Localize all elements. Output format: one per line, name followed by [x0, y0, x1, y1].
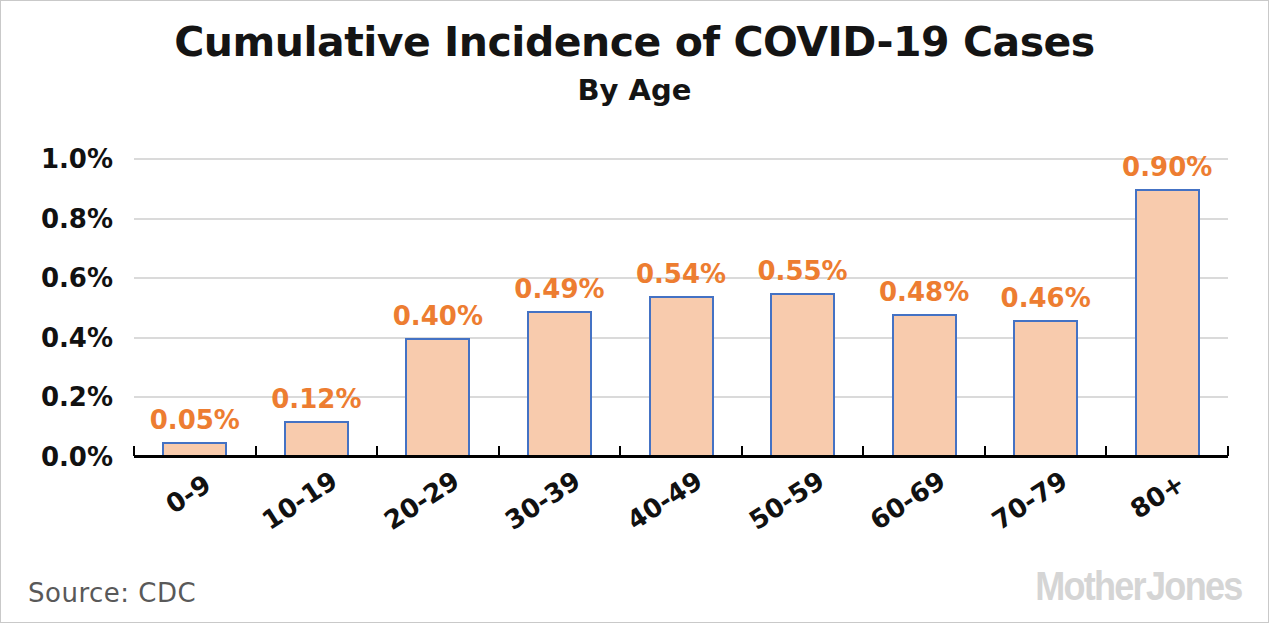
x-tick-label-10-19: 10-19: [257, 465, 343, 535]
gridline-1.0%: [134, 158, 1228, 160]
mother-jones-logo: Mother Jones: [1036, 563, 1242, 610]
plot-area: 0.05% 0.12% 0.40% 0.49% 0.54% 0.55% 0.48% 0.46%…: [134, 159, 1228, 457]
x-tick-label-30-39: 30-39: [500, 465, 586, 535]
bar-10-19: [284, 421, 349, 457]
axis-tick: [255, 446, 257, 456]
bar-60-69: [892, 314, 957, 457]
chart-subtitle: By Age: [1, 73, 1268, 107]
value-label-20-29: 0.40%: [393, 301, 483, 331]
y-tick-label: 0.0%: [1, 442, 113, 472]
value-label-40-49: 0.54%: [636, 259, 726, 289]
axis-tick: [1227, 446, 1229, 456]
x-tick-label-80+: 80+: [1125, 468, 1190, 525]
value-label-30-39: 0.49%: [514, 274, 604, 304]
gridline-0.8%: [134, 218, 1228, 220]
x-tick-label-0-9: 0-9: [160, 469, 216, 520]
axis-tick: [498, 446, 500, 456]
y-tick-label: 0.4%: [1, 323, 113, 353]
x-axis-line: [134, 455, 1228, 458]
x-tick-label-50-59: 50-59: [743, 465, 829, 535]
bar-50-59: [770, 293, 835, 457]
y-tick-label: 0.6%: [1, 263, 113, 293]
y-tick-label: 1.0%: [1, 144, 113, 174]
axis-tick: [619, 446, 621, 456]
x-axis-labels: 0-9 10-19 20-29 30-39 40-49 50-59 60-69 70-79 80…: [134, 457, 1228, 567]
chart-title: Cumulative Incidence of COVID-19 Cases: [1, 19, 1268, 66]
bar-70-79: [1013, 320, 1078, 457]
axis-tick: [1105, 446, 1107, 456]
y-tick-label: 0.8%: [1, 204, 113, 234]
bar-80+: [1135, 189, 1200, 457]
value-label-0-9: 0.05%: [150, 405, 240, 435]
y-tick-label: 0.2%: [1, 382, 113, 412]
source-note: Source: CDC: [28, 578, 196, 608]
x-tick-label-70-79: 70-79: [986, 465, 1072, 535]
value-label-80+: 0.90%: [1122, 152, 1212, 182]
x-tick-label-60-69: 60-69: [865, 465, 951, 535]
value-label-50-59: 0.55%: [757, 256, 847, 286]
x-tick-label-20-29: 20-29: [379, 465, 465, 535]
axis-tick: [862, 446, 864, 456]
value-label-70-79: 0.46%: [1001, 283, 1091, 313]
y-axis-labels: 0.0%0.2%0.4%0.6%0.8%1.0%: [1, 159, 113, 457]
bar-30-39: [527, 311, 592, 457]
axis-tick: [741, 446, 743, 456]
axis-tick: [376, 446, 378, 456]
chart-canvas: Cumulative Incidence of COVID-19 Cases B…: [0, 0, 1269, 623]
axis-tick: [984, 446, 986, 456]
bar-20-29: [405, 338, 470, 457]
bar-40-49: [649, 296, 714, 457]
value-label-60-69: 0.48%: [879, 277, 969, 307]
axis-tick: [133, 446, 135, 456]
x-tick-label-40-49: 40-49: [622, 465, 708, 535]
value-label-10-19: 0.12%: [271, 384, 361, 414]
